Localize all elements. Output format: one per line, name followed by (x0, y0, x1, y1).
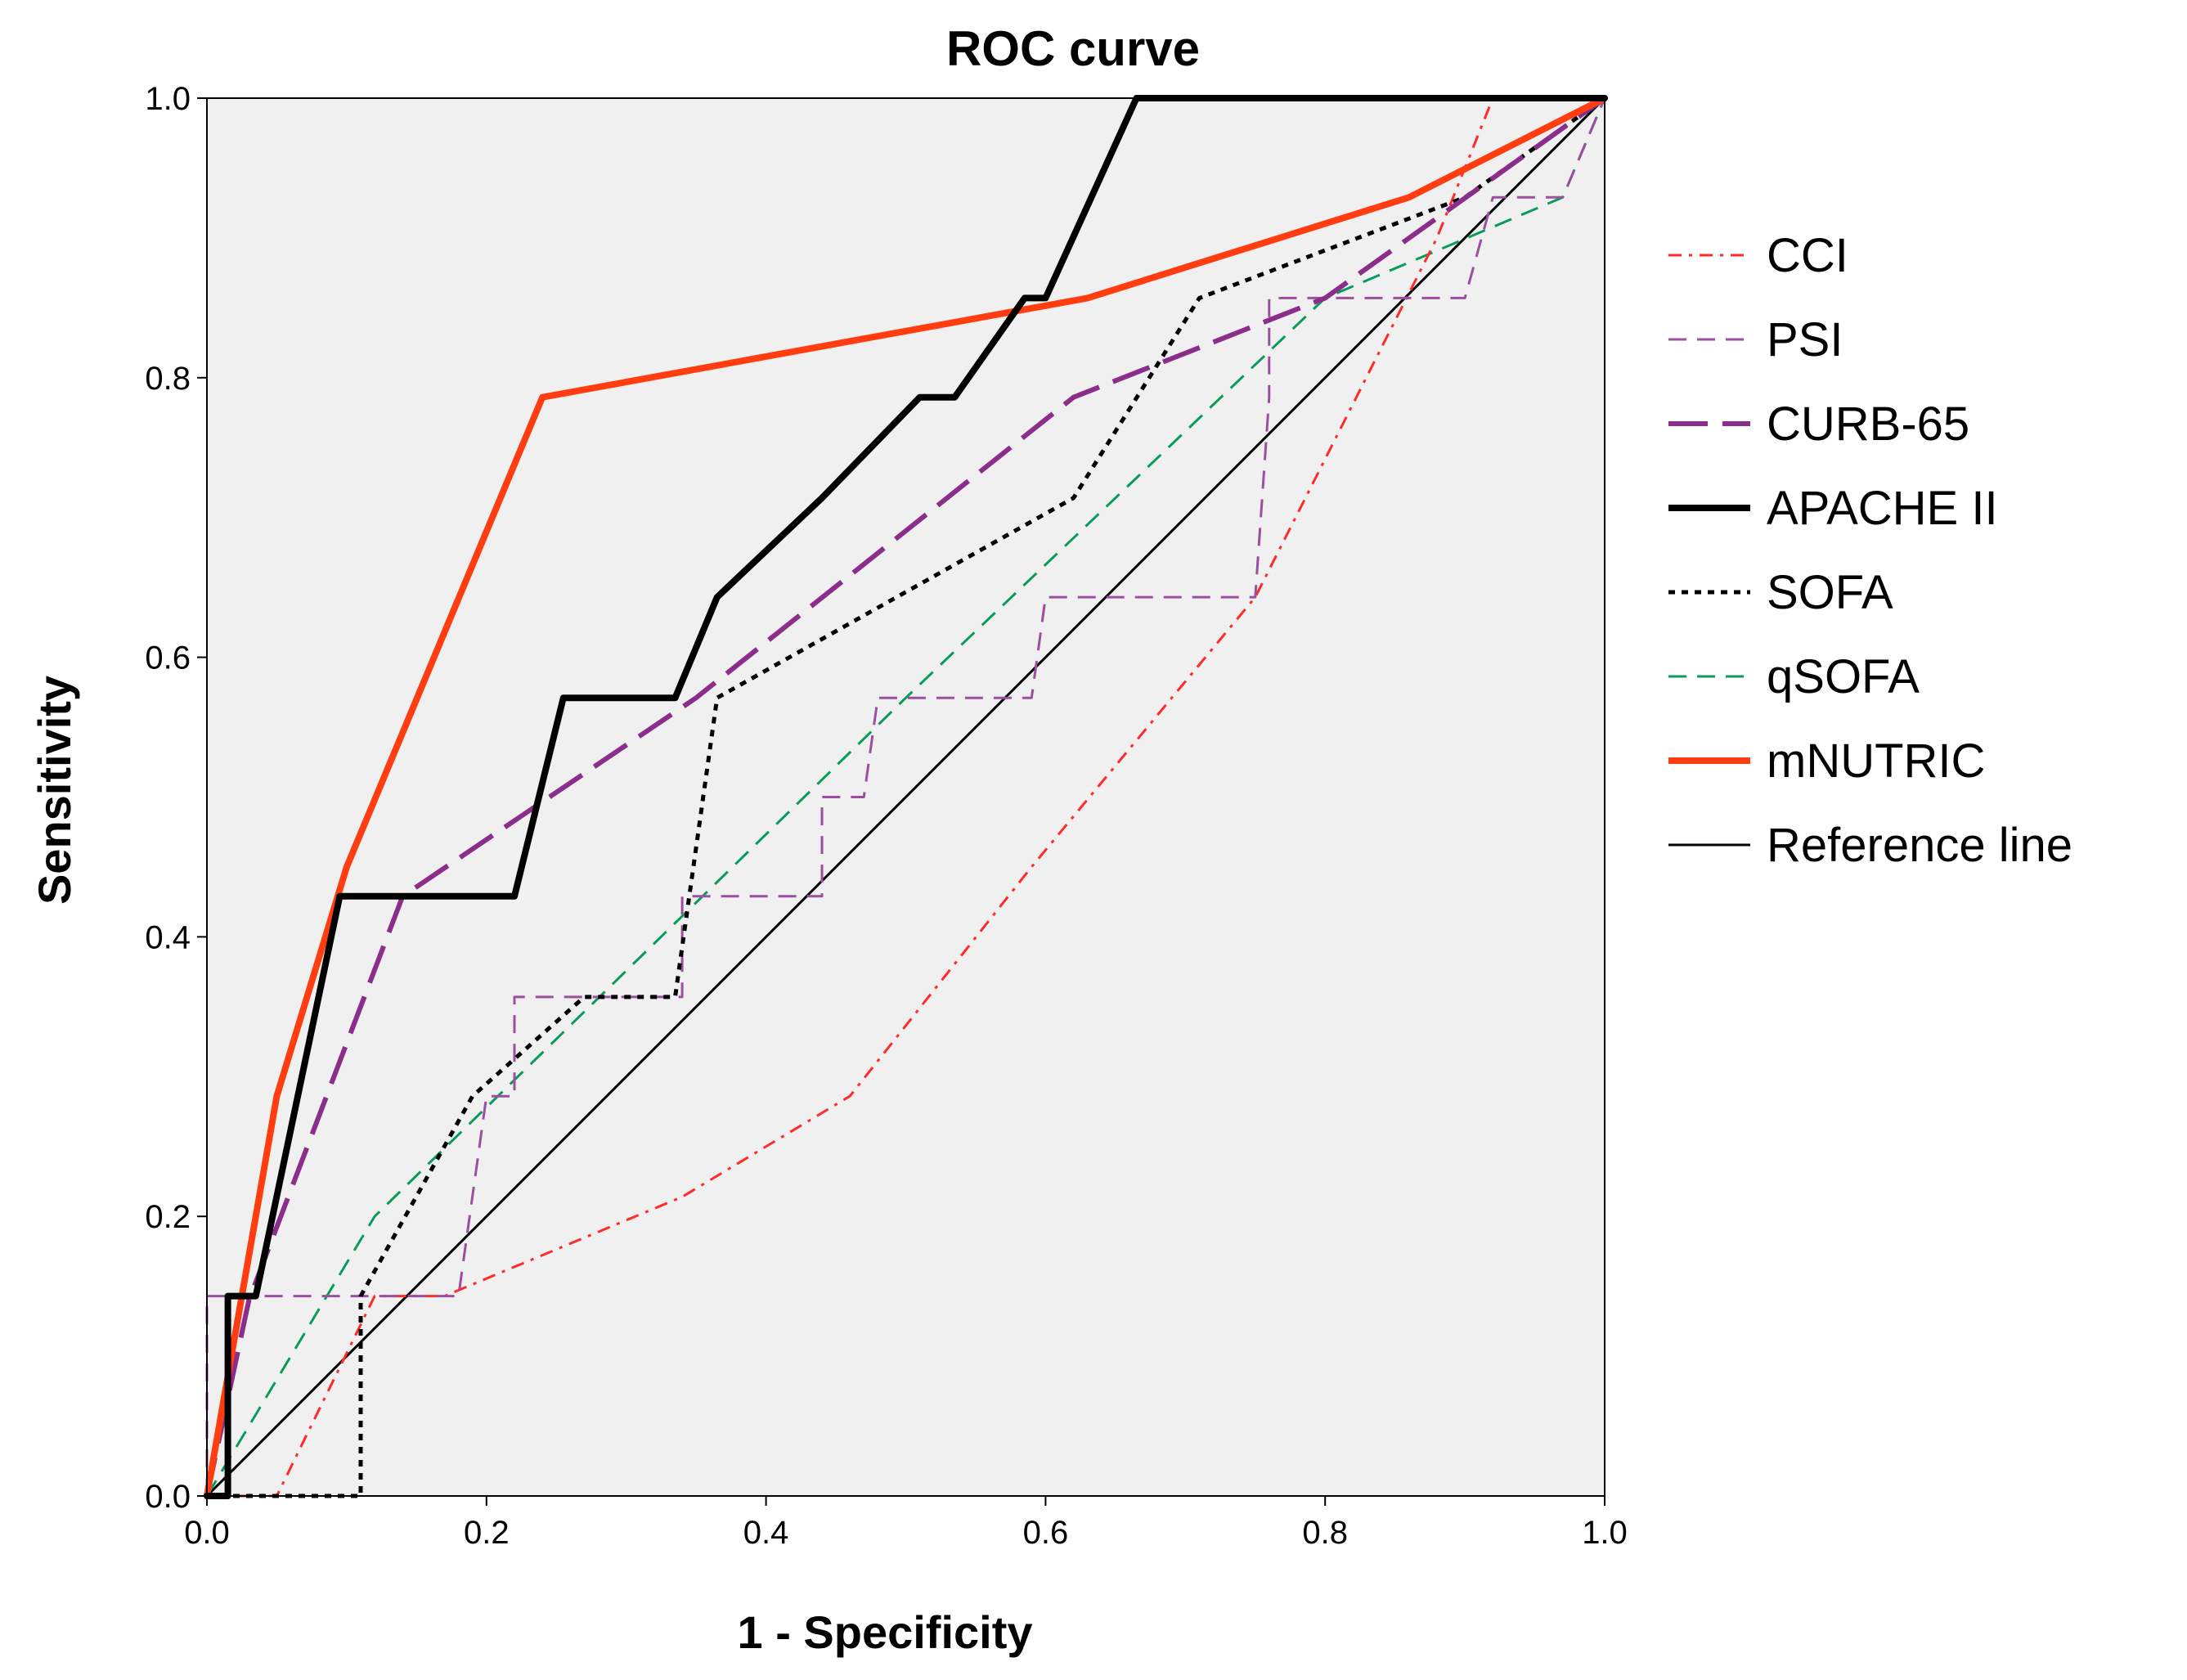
legend-label-apache-ii: APACHE II (1767, 482, 1998, 535)
series-line-reference-line (205, 97, 1606, 1498)
x-tick-label: 0.0 (184, 1515, 230, 1551)
series-line-apache-ii (204, 95, 1608, 1499)
y-tick-label: 0.2 (145, 1199, 191, 1235)
y-tick-label: 0.8 (145, 361, 191, 397)
x-tick-label: 0.4 (743, 1515, 789, 1551)
x-tick-label: 0.6 (1023, 1515, 1069, 1551)
plot-area: 0.0 0.2 0.4 0.6 0.8 1.0 0.0 0.2 0.4 0.6 0.8 1.0 (145, 81, 1627, 1551)
legend-label-curb-65: CURB-65 (1767, 398, 1969, 451)
legend-label-reference-line: Reference line (1767, 819, 2072, 872)
series-line-curb-65 (204, 96, 1606, 1497)
y-axis-label: Sensitivity (29, 676, 80, 905)
chart-title: ROC curve (946, 21, 1200, 76)
legend-label-qsofa: qSOFA (1767, 650, 1920, 703)
series-line-mnutric (204, 95, 1608, 1499)
x-tick-label: 0.2 (464, 1515, 510, 1551)
legend-label-sofa: SOFA (1767, 566, 1893, 619)
series-line-cci (207, 97, 1605, 1498)
y-tick-label: 0.4 (145, 919, 191, 955)
x-tick-label: 0.8 (1302, 1515, 1348, 1551)
series-line-sofa (207, 96, 1606, 1498)
plot-frame (206, 97, 1605, 1497)
x-tick-label: 1.0 (1582, 1515, 1628, 1551)
y-tick-label: 1.0 (145, 81, 191, 117)
legend-label-cci: CCI (1767, 229, 1848, 282)
series-line-psi (205, 97, 1606, 1496)
legend-label-psi: PSI (1767, 313, 1843, 366)
y-tick-label: 0.0 (145, 1479, 191, 1515)
legend: CCI PSI CURB-65 APACHE II SOFA qSOFA mNUTRIC Re… (1668, 229, 2072, 872)
legend-label-mnutric: mNUTRIC (1767, 734, 1985, 788)
x-axis-label: 1 - Specificity (737, 1606, 1032, 1658)
y-tick-label: 0.6 (145, 640, 191, 676)
